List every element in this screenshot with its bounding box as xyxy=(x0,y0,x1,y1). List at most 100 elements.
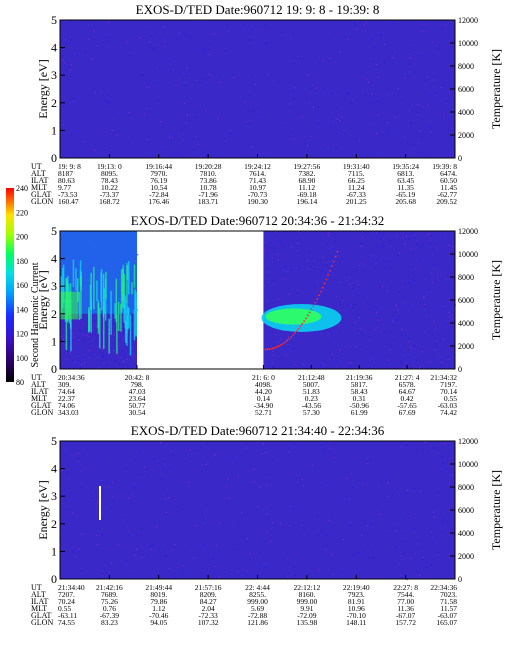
noise-pixel xyxy=(295,267,298,269)
orbit-row-label: MLT xyxy=(31,394,47,403)
noise-pixel xyxy=(264,24,267,26)
noise-pixel xyxy=(252,110,255,112)
noise-pixel xyxy=(384,266,386,269)
noise-pixel xyxy=(315,114,317,116)
noise-pixel xyxy=(286,354,288,356)
flux-streak xyxy=(123,295,125,323)
orbit-row-label: GLAT xyxy=(31,611,52,620)
noise-pixel xyxy=(283,278,286,280)
flux-streak xyxy=(133,309,136,341)
noise-pixel xyxy=(340,116,342,119)
noise-pixel xyxy=(225,141,227,143)
noise-pixel xyxy=(62,55,64,57)
flux-streak xyxy=(116,314,118,354)
noise-pixel xyxy=(113,334,115,337)
noise-pixel xyxy=(453,466,456,468)
noise-pixel xyxy=(117,354,119,356)
noise-pixel xyxy=(122,338,124,340)
noise-pixel xyxy=(331,248,334,250)
temperature-point xyxy=(292,334,295,336)
noise-pixel xyxy=(342,571,344,574)
noise-pixel xyxy=(156,82,158,84)
noise-pixel xyxy=(224,142,226,144)
noise-pixel xyxy=(70,69,72,71)
orbit-cell: 23.64 xyxy=(129,394,146,403)
noise-pixel xyxy=(268,365,270,367)
noise-pixel xyxy=(230,133,232,135)
noise-pixel xyxy=(72,97,74,99)
noise-pixel xyxy=(382,233,384,235)
noise-pixel xyxy=(352,100,355,102)
noise-pixel xyxy=(398,564,400,566)
noise-pixel xyxy=(283,269,285,271)
noise-pixel xyxy=(72,512,74,514)
noise-pixel xyxy=(283,231,285,233)
noise-pixel xyxy=(62,338,65,340)
noise-pixel xyxy=(116,134,118,136)
orbit-cell: 0.31 xyxy=(353,394,366,403)
noise-pixel xyxy=(159,38,161,40)
noise-pixel xyxy=(127,497,130,499)
noise-pixel xyxy=(214,33,216,35)
noise-pixel xyxy=(430,125,432,127)
noise-pixel xyxy=(112,500,115,502)
noise-pixel xyxy=(61,319,63,321)
noise-pixel xyxy=(160,121,162,123)
noise-pixel xyxy=(406,444,408,446)
noise-pixel xyxy=(400,446,402,448)
noise-pixel xyxy=(183,72,185,74)
noise-pixel xyxy=(103,568,105,570)
noise-pixel xyxy=(437,551,440,554)
y-tick-label: 1 xyxy=(51,334,57,348)
noise-pixel xyxy=(208,53,210,56)
flux-streak xyxy=(128,261,130,295)
noise-pixel xyxy=(268,281,270,283)
noise-pixel xyxy=(96,501,98,503)
orbit-cell: 70.24 xyxy=(58,597,75,606)
noise-pixel xyxy=(441,455,443,458)
noise-pixel xyxy=(214,565,216,568)
noise-pixel xyxy=(133,554,135,556)
noise-pixel xyxy=(404,297,406,299)
noise-pixel xyxy=(277,259,279,261)
noise-pixel xyxy=(426,76,429,78)
noise-pixel xyxy=(200,155,202,157)
noise-pixel xyxy=(448,109,450,111)
noise-pixel xyxy=(391,245,393,247)
noise-pixel xyxy=(392,339,395,342)
noise-pixel xyxy=(409,248,412,250)
noise-pixel xyxy=(139,37,141,39)
noise-pixel xyxy=(262,442,264,445)
noise-pixel xyxy=(322,60,324,62)
noise-pixel xyxy=(96,330,99,333)
noise-pixel xyxy=(422,556,424,558)
noise-pixel xyxy=(408,110,411,112)
orbit-cell: -70.73 xyxy=(248,190,268,199)
noise-pixel xyxy=(278,341,280,343)
noise-pixel xyxy=(64,344,66,346)
y2-tick-label: 0 xyxy=(458,575,462,584)
orbit-cell: 22:34:36 xyxy=(430,583,457,592)
noise-pixel xyxy=(400,349,402,352)
noise-pixel xyxy=(369,102,371,104)
noise-pixel xyxy=(433,506,435,508)
noise-pixel xyxy=(101,355,104,357)
noise-pixel xyxy=(209,50,211,52)
orbit-cell: 8187 xyxy=(58,169,73,178)
noise-pixel xyxy=(81,570,83,572)
noise-pixel xyxy=(113,322,116,324)
noise-pixel xyxy=(100,91,102,94)
noise-pixel xyxy=(62,338,64,341)
noise-pixel xyxy=(331,553,333,556)
noise-pixel xyxy=(432,79,435,81)
noise-pixel xyxy=(445,344,447,346)
noise-pixel xyxy=(250,466,252,468)
noise-pixel xyxy=(408,337,410,339)
noise-pixel xyxy=(271,256,273,258)
noise-pixel xyxy=(410,122,412,124)
noise-pixel xyxy=(126,358,128,360)
colorbar-tick-label: 160 xyxy=(16,281,28,290)
noise-pixel xyxy=(330,247,332,249)
flux-streak xyxy=(108,318,110,354)
temperature-point xyxy=(299,325,302,328)
